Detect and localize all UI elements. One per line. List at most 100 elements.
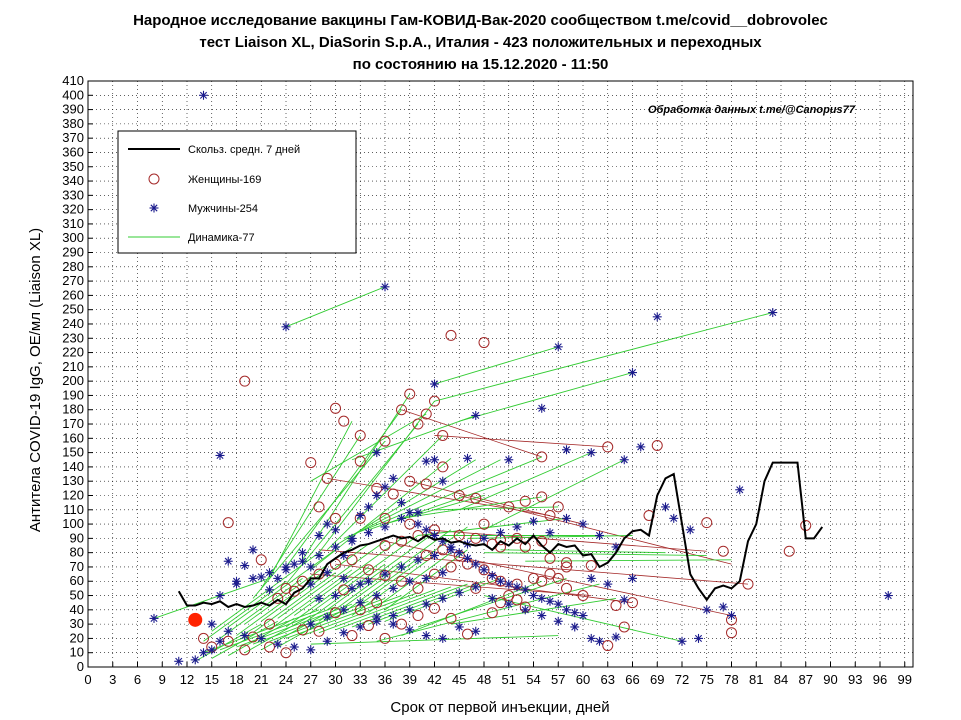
y-tick-label: 100 [62,516,84,531]
men-point [281,322,291,332]
women-point [313,501,325,513]
men-point [413,508,423,518]
men-point [438,593,448,603]
women-point [783,545,795,557]
women-point [536,491,548,503]
men-point [397,562,406,572]
chart-title-line2: тест Liaison XL, DiaSorin S.p.A., Италия… [199,34,762,51]
women-point [478,337,490,349]
dynamics-segment [318,560,402,622]
y-tick-label: 280 [62,259,84,274]
y-tick-label: 30 [70,616,84,631]
women-point [387,488,399,500]
y-tick-label: 300 [62,230,84,245]
women-point [536,575,548,587]
men-point [586,448,596,458]
women-point [651,439,663,451]
men-point [388,473,398,483]
men-point [529,516,538,526]
men-point [628,368,637,378]
y-tick-label: 230 [62,330,84,345]
dynamics-segment [260,543,369,622]
men-point [694,633,703,643]
men-point [611,632,621,642]
brown-trend-segment [310,573,592,596]
men-point [735,485,745,495]
y-tick-label: 170 [62,416,84,431]
dynamics-segment [459,452,592,511]
y-tick-label: 320 [62,202,84,217]
plot-frame [87,80,914,668]
dynamics-segment [359,526,468,605]
women-point [330,512,341,524]
women-point [379,540,391,552]
women-point [561,582,572,594]
highlight-point [188,612,203,627]
women-point [247,631,259,643]
men-point [223,626,233,636]
men-point [347,583,357,593]
men-point [355,579,365,589]
men-point [578,519,588,529]
dynamics-segment [261,612,328,651]
legend-label-moving-average: Скольз. средн. 7 дней [188,144,300,156]
men-point [405,625,415,635]
men-point [265,568,274,578]
dynamics-segment [434,506,559,511]
men-point [438,476,448,486]
men-point [380,282,390,292]
x-tick-label: 42 [427,672,441,687]
men-point [496,576,505,586]
women-point [544,552,556,564]
men-point [883,591,893,601]
men-point [190,655,200,665]
x-tick-label: 27 [304,672,318,687]
men-point [289,559,299,569]
women-point [610,600,622,612]
men-point [578,611,588,621]
dynamics-segment [285,286,386,328]
men-point [355,622,365,632]
y-tick-label: 290 [62,245,84,260]
men-point [471,559,481,569]
x-tick-label: 84 [774,672,788,687]
dynamics-segment [318,589,435,634]
dynamics-segment [401,496,542,519]
men-point [355,510,365,520]
men-point [339,628,349,638]
women-point [528,572,539,584]
men-point [520,585,530,595]
men-point [512,582,522,592]
x-tick-label: 87 [799,672,813,687]
women-point [321,472,333,484]
x-axis-label: Срок от первой инъекции, дней [390,699,609,716]
y-tick-label: 180 [62,402,84,417]
y-tick-label: 70 [70,559,84,574]
dynamics-segment [326,435,444,551]
men-point [677,636,687,646]
men-point [768,308,778,318]
women-point [437,461,449,473]
men-point [537,403,547,413]
x-tick-label: 15 [205,672,219,687]
men-point [265,585,274,595]
men-point [479,565,489,575]
women-point [445,612,457,624]
dynamics-segment [252,572,336,634]
men-point [421,599,431,609]
men-point [562,513,571,523]
women-point [297,624,308,636]
x-tick-label: 0 [84,672,91,687]
men-point [364,576,373,586]
men-point [463,553,472,563]
men-point [380,569,390,579]
women-point [726,627,737,639]
women-point [313,625,325,637]
men-point [405,508,415,518]
men-point [463,453,472,463]
men-point [570,622,580,632]
women-point [511,532,523,544]
women-point [239,375,251,387]
dynamics-segment [326,532,435,611]
women-point [602,640,614,652]
